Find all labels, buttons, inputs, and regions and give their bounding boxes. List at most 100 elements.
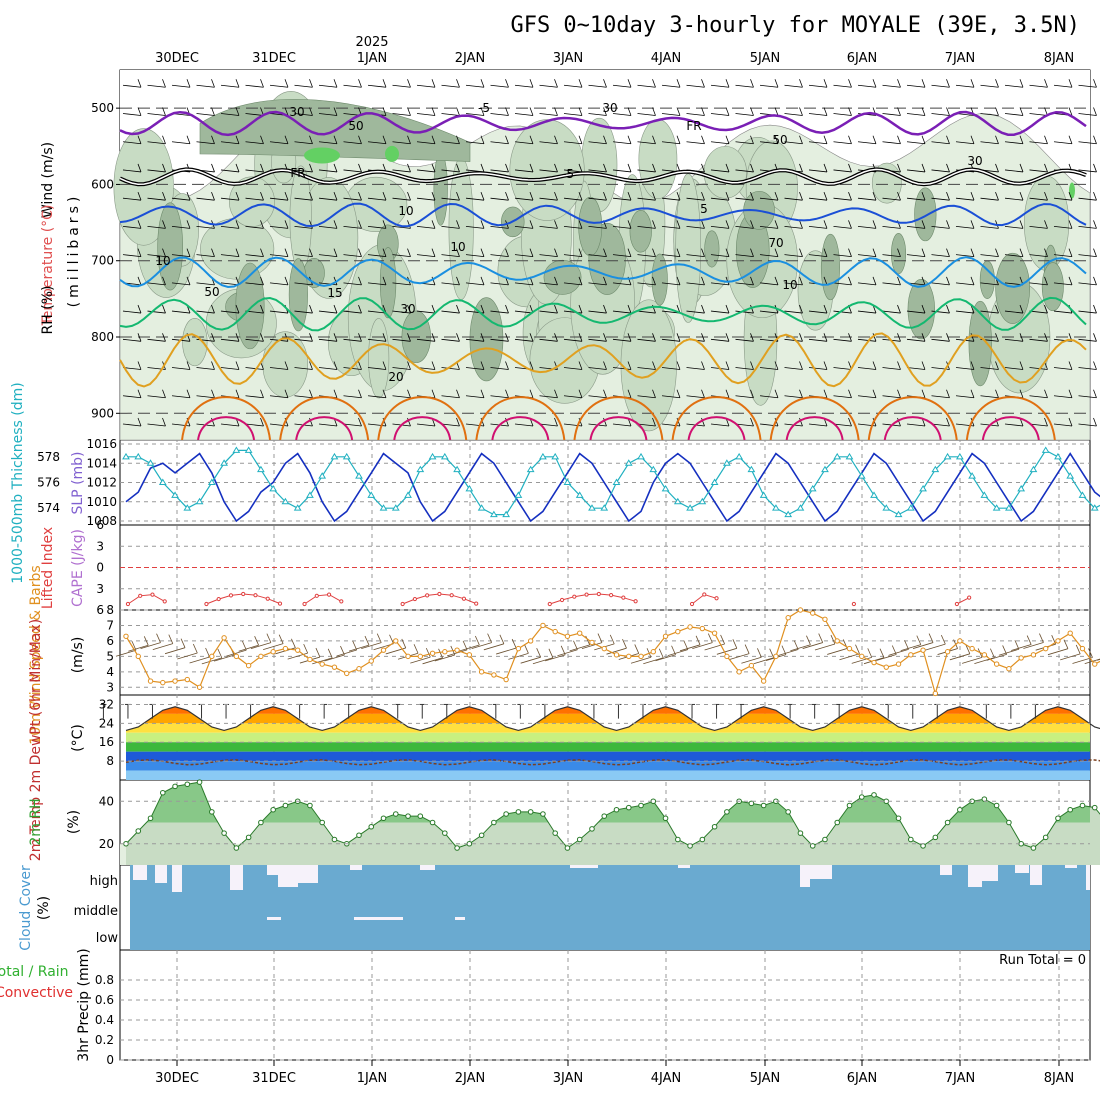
wind-barb-flag: [603, 361, 607, 370]
rh-marker: [908, 836, 914, 843]
wind-barb-flag: [480, 248, 485, 257]
rh-marker: [135, 828, 142, 834]
wind-barb: [808, 135, 828, 145]
wind-barb-flag: [725, 107, 730, 116]
wind-barb-flag: [309, 333, 313, 342]
wind-barb: [245, 163, 264, 173]
wind-barb: [563, 248, 583, 258]
wind-barb-flag: [921, 361, 926, 370]
wind-barb-shaft: [294, 113, 313, 116]
wind-barb-flag: [676, 192, 681, 201]
wind-barb-flag: [333, 276, 338, 285]
wind-barb: [220, 79, 240, 88]
wind-barb-flag: [725, 79, 730, 88]
cape-label: CAPE (J/kg): [70, 529, 86, 607]
cloud-gap: [350, 865, 362, 870]
wind-barb-shaft: [490, 141, 509, 145]
thickness-marker: [342, 452, 351, 460]
thickness-marker: [379, 504, 388, 511]
wind-barb-shaft: [318, 169, 338, 173]
wind-barb-shaft: [588, 197, 607, 201]
wind-barb: [1029, 220, 1048, 229]
wind-barb-flag: [848, 79, 852, 88]
wind-barb: [122, 79, 142, 88]
wind-barb: [1078, 276, 1097, 286]
wind-barb-shaft: [931, 395, 950, 399]
isotherm-25: [279, 396, 370, 441]
wind-barb-shaft: [686, 310, 705, 314]
wind-barb: [1004, 107, 1024, 116]
wind-barb-flag: [137, 304, 142, 314]
wind-barb: [612, 163, 632, 173]
wind-barb-shaft: [1078, 169, 1097, 173]
precip-tick-label: 0: [106, 1053, 114, 1067]
rh-marker: [687, 843, 693, 849]
wind10m-marker: [993, 661, 1000, 667]
rh-marker: [540, 811, 546, 817]
wind10m-barb-flag: [1088, 648, 1093, 658]
wind10m-barb: [324, 654, 345, 662]
wind-barb-shaft: [882, 197, 901, 201]
wind-barb: [808, 248, 828, 258]
wind-barb-shaft: [416, 113, 436, 116]
rh-marker: [589, 826, 595, 832]
wind-barb-flag: [186, 192, 191, 201]
wind-barb-flag: [701, 79, 705, 88]
wind-barb: [318, 79, 338, 88]
wind-barb: [416, 220, 436, 229]
wind-barb-flag: [799, 389, 803, 398]
wind-barb: [539, 192, 558, 201]
wind-barb: [784, 389, 803, 399]
wind-barb-shaft: [122, 367, 142, 370]
wind10m-marker: [429, 650, 436, 656]
wind-barb-flag: [162, 276, 166, 285]
wind-barb: [735, 163, 754, 173]
wind-barb-shaft: [465, 423, 485, 427]
wind-barb-flag: [309, 248, 313, 257]
wind-barb: [416, 79, 436, 88]
wind-barb-flag: [137, 417, 142, 427]
wind-barb-flag: [701, 192, 705, 201]
wind-barb-flag: [1044, 248, 1048, 257]
wind-barb-flag: [1093, 79, 1097, 88]
wind10m-marker: [797, 607, 804, 613]
wind-barb-flag: [676, 417, 681, 427]
wind-barb-shaft: [539, 225, 558, 229]
wind-barb-flag: [137, 276, 142, 285]
wind-barb-shaft: [710, 254, 730, 258]
wind-barb-shaft: [490, 84, 509, 88]
wind-barb: [539, 389, 558, 399]
slp-line: [125, 452, 1100, 523]
wind10m-barb: [814, 643, 836, 651]
wind-barb: [563, 220, 583, 229]
thickness-marker: [784, 510, 793, 518]
isotherm-30: [785, 416, 844, 441]
wind-barb: [563, 135, 583, 145]
wind-barb-shaft: [1053, 367, 1073, 370]
wind-barb: [1029, 192, 1048, 201]
wind-barb-flag: [970, 248, 975, 257]
wind-barb: [245, 135, 264, 145]
wind-barb-shaft: [637, 423, 656, 427]
wind-barb: [808, 220, 828, 229]
wind-barb: [931, 163, 950, 173]
wind-barb-shaft: [147, 84, 166, 88]
wind-barb: [637, 192, 656, 201]
wind-barb-shaft: [392, 84, 411, 88]
temp-band: [126, 751, 1090, 762]
wind-barb-shaft: [294, 225, 313, 229]
wind10m-marker: [699, 625, 706, 632]
wind-barb-shaft: [1078, 197, 1097, 201]
wind10m-barb-flag: [462, 640, 468, 651]
wind-barb-shaft: [882, 310, 901, 314]
wind-barb-shaft: [637, 197, 656, 201]
wind10m-barb-flag: [548, 648, 554, 658]
wind-barb-shaft: [171, 395, 191, 399]
rh-contour-70: [820, 233, 840, 301]
wind-barb-shaft: [563, 367, 583, 370]
wind-barb-shaft: [612, 423, 632, 427]
wind-barb-flag: [1019, 220, 1024, 229]
wind-barb-shaft: [1029, 338, 1048, 342]
wind10m-barb-flag: [965, 644, 971, 654]
wind-barb-shaft: [122, 338, 142, 342]
